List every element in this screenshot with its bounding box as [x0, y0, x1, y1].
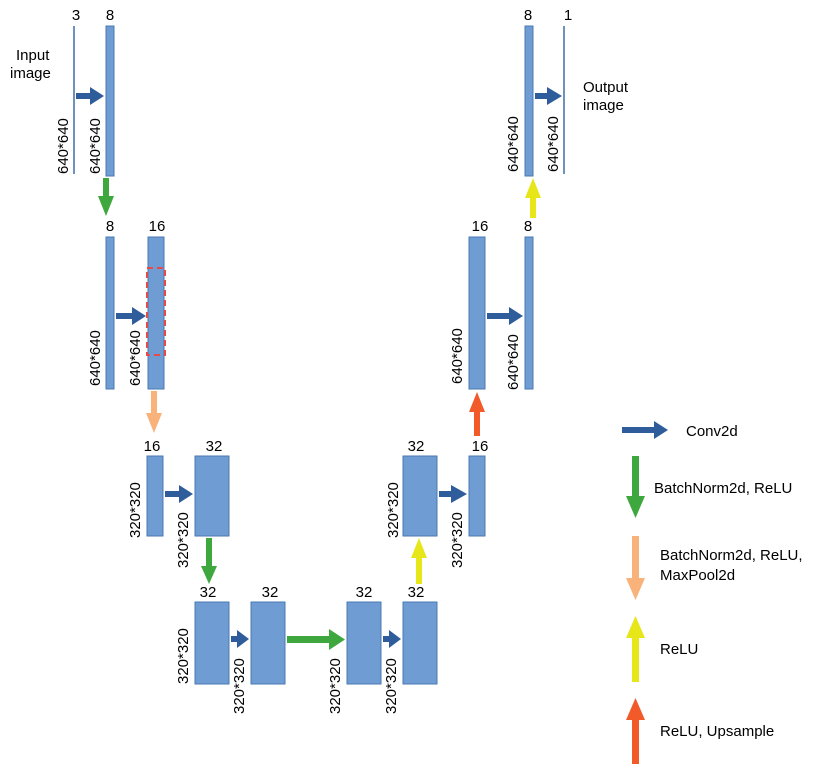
- channel-count-label: 3: [72, 7, 80, 24]
- feature-map-block: [468, 236, 486, 390]
- legend-relu-arrow: [626, 616, 645, 682]
- legend-batchnorm-relu-maxpool-label-line1: BatchNorm2d, ReLU,: [660, 547, 803, 564]
- size-label: 320*320: [175, 512, 192, 568]
- batchnorm-relu-arrow: [201, 538, 217, 584]
- input-image-label-line2: image: [10, 65, 51, 82]
- output-image-label-line1: Output: [583, 79, 629, 96]
- conv-arrow: [439, 485, 467, 503]
- size-label: 640*640: [545, 116, 562, 172]
- conv-arrow: [165, 485, 193, 503]
- size-label: 320*320: [231, 658, 248, 714]
- feature-map-block: [402, 601, 438, 685]
- size-label: 640*640: [87, 118, 104, 174]
- batchnorm-relu-arrow: [98, 178, 114, 216]
- channel-count-label: 8: [524, 218, 532, 235]
- feature-map-block: [524, 236, 534, 390]
- size-label: 320*320: [175, 628, 192, 684]
- channel-count-label: 16: [472, 438, 489, 455]
- size-label: 640*640: [449, 328, 466, 384]
- legend: Conv2d BatchNorm2d, ReLU BatchNorm2d, Re…: [622, 421, 803, 764]
- feature-map-block: [105, 236, 115, 390]
- feature-map-block: [346, 601, 382, 685]
- feature-map-block: [146, 455, 164, 537]
- channel-count-label: 32: [408, 438, 425, 455]
- conv-arrow: [535, 87, 562, 105]
- size-label: 640*640: [87, 330, 104, 386]
- feature-map-block: [194, 601, 230, 685]
- size-label: 320*320: [449, 512, 466, 568]
- relu-upsample-arrow: [469, 392, 485, 436]
- feature-map-block: [468, 455, 486, 537]
- relu-arrow: [411, 538, 427, 584]
- channel-count-label: 8: [524, 7, 532, 24]
- channel-count-label: 1: [564, 7, 572, 24]
- conv-arrow: [231, 630, 249, 648]
- legend-batchnorm-relu-arrow: [626, 456, 645, 518]
- legend-relu-label: ReLU: [660, 641, 698, 658]
- channel-count-label: 8: [106, 7, 114, 24]
- feature-map-block: [105, 25, 115, 177]
- conv-arrow: [76, 87, 104, 105]
- batchnorm-relu-maxpool-arrow: [146, 391, 162, 433]
- feature-map-block: [250, 601, 286, 685]
- feature-map-block: [147, 236, 165, 390]
- size-label: 640*640: [55, 118, 72, 174]
- legend-batchnorm-relu-maxpool-label-line2: MaxPool2d: [660, 567, 735, 584]
- channel-count-label: 16: [144, 438, 161, 455]
- output-image-label-line2: image: [583, 97, 624, 114]
- channel-count-label: 16: [149, 218, 166, 235]
- legend-conv-label: Conv2d: [686, 423, 738, 440]
- size-label: 320*320: [385, 482, 402, 538]
- channel-count-label: 32: [262, 584, 279, 601]
- relu-arrow: [525, 178, 541, 218]
- conv-arrow: [487, 307, 523, 325]
- batchnorm-relu-arrow: [287, 629, 345, 650]
- channel-count-label: 8: [106, 218, 114, 235]
- feature-map-block: [402, 455, 438, 537]
- size-label: 320*320: [127, 482, 144, 538]
- legend-relu-upsample-label: ReLU, Upsample: [660, 723, 774, 740]
- size-label: 640*640: [127, 330, 144, 386]
- channel-count-label: 16: [472, 218, 489, 235]
- channel-count-label: 32: [206, 438, 223, 455]
- channel-count-label: 32: [408, 584, 425, 601]
- legend-batchnorm-relu-label: BatchNorm2d, ReLU: [654, 480, 792, 497]
- conv-arrow: [383, 630, 401, 648]
- channel-count-label: 32: [356, 584, 373, 601]
- dashed-highlight-box: [146, 267, 166, 356]
- size-label: 640*640: [505, 334, 522, 390]
- input-image-label-line1: Input: [16, 47, 50, 64]
- legend-conv-arrow: [622, 421, 668, 439]
- size-label: 320*320: [327, 658, 344, 714]
- feature-map-block: [524, 25, 534, 177]
- conv-arrow: [116, 307, 146, 325]
- feature-map-block: [194, 455, 230, 537]
- size-label: 640*640: [505, 116, 522, 172]
- size-label: 320*320: [383, 658, 400, 714]
- legend-relu-upsample-arrow: [626, 698, 645, 764]
- legend-batchnorm-relu-maxpool-arrow: [626, 536, 645, 600]
- channel-count-label: 32: [200, 584, 217, 601]
